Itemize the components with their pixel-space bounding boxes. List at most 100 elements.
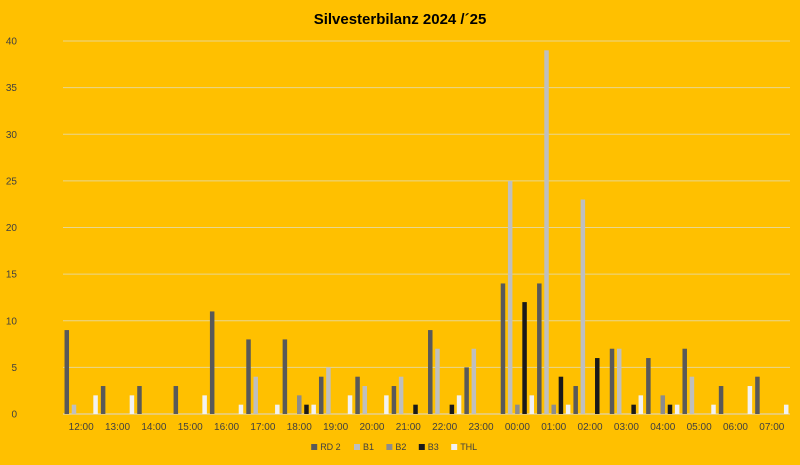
bar-b3 [304,404,309,414]
bar-thl [783,404,789,414]
x-tick-label: 05:00 [687,422,712,433]
bar-rd-2 [282,339,288,414]
legend-label: RD 2 [320,442,341,452]
y-axis-ticks: 0 5 10 15 20 25 30 35 40 [6,37,18,421]
chart-title: Silvesterbilanz 2024 /´25 [314,11,487,28]
x-tick-label: 03:00 [614,422,639,433]
bar-rd-2 [573,386,578,414]
bar-rd-2 [391,386,397,414]
bar-b1 [471,348,477,414]
gridlines [63,40,790,415]
bar-b3 [595,358,600,414]
bar-thl [711,404,716,414]
y-tick-label: 10 [6,316,18,327]
y-tick-label: 5 [11,363,17,374]
bar-b1 [71,404,77,414]
bar-b2 [515,404,520,414]
x-tick-label: 01:00 [541,422,566,433]
bar-b2 [297,395,302,414]
bar-b3 [413,404,418,414]
bar-rd-2 [246,339,251,414]
bar-rd-2 [682,348,687,414]
bar-b1 [580,199,586,414]
bar-rd-2 [209,311,215,414]
bar-b1 [362,386,368,414]
bar-thl [311,404,316,414]
x-tick-label: 06:00 [723,422,748,433]
x-tick-label: 17:00 [250,422,275,433]
x-tick-label: 23:00 [469,422,494,433]
bar-b3 [667,404,673,414]
y-tick-label: 0 [11,410,17,421]
bar-rd-2 [500,283,506,414]
bar-rd-2 [355,376,360,414]
bars [64,50,789,414]
bar-b1 [507,180,513,414]
bar-thl [565,404,571,414]
x-tick-label: 02:00 [578,422,603,433]
bar-rd-2 [428,330,433,414]
legend: RD 2 B1 B2 B3 THL [311,442,477,452]
bar-b1 [689,376,695,414]
bar-rd-2 [537,283,542,414]
bar-rd-2 [173,386,179,414]
y-tick-label: 40 [6,37,18,48]
bar-rd-2 [137,386,142,414]
x-tick-label: 21:00 [396,422,421,433]
legend-label: THL [460,442,477,452]
legend-swatch [418,444,425,450]
bar-b3 [631,404,636,414]
x-tick-label: 00:00 [505,422,530,433]
bar-b1 [544,50,549,414]
bar-rd-2 [318,376,324,414]
y-tick-label: 30 [6,130,18,141]
bar-thl [674,404,680,414]
y-tick-label: 25 [6,176,18,187]
legend-swatch [311,444,318,450]
bar-rd-2 [64,330,70,414]
x-tick-label: 07:00 [759,422,784,433]
legend-label: B3 [428,442,439,452]
legend-label: B2 [395,442,406,452]
bar-rd-2 [100,386,106,414]
bar-b3 [522,302,527,414]
x-tick-label: 16:00 [214,422,239,433]
bar-b1 [398,376,404,414]
bar-rd-2 [609,348,615,414]
bar-thl [275,404,280,414]
bar-b1 [616,348,622,414]
y-tick-label: 15 [6,270,18,281]
bar-b3 [449,404,455,414]
bar-b2 [551,404,556,414]
x-tick-label: 18:00 [287,422,312,433]
bar-b1 [326,367,331,414]
bar-b2 [660,395,666,414]
bar-thl [638,395,644,414]
x-axis-ticks: 12:00 13:00 14:00 15:00 16:00 17:00 18:00 19:00… [69,422,785,433]
x-tick-label: 12:00 [69,422,94,433]
x-tick-label: 13:00 [105,422,130,433]
bar-thl [129,395,135,414]
legend-swatch [386,444,393,450]
bar-thl [238,404,244,414]
bar-thl [202,395,207,414]
x-tick-label: 20:00 [359,422,384,433]
x-tick-label: 19:00 [323,422,348,433]
bar-thl [347,395,353,414]
bar-rd-2 [718,386,724,414]
bar-rd-2 [464,367,469,414]
bar-thl [93,395,98,414]
bar-thl [384,395,389,414]
x-tick-label: 15:00 [178,422,203,433]
x-tick-label: 22:00 [432,422,457,433]
bar-b1 [435,348,440,414]
x-tick-label: 14:00 [141,422,166,433]
y-tick-label: 20 [6,223,18,234]
bar-rd-2 [755,376,760,414]
legend-swatch [354,444,360,450]
y-tick-label: 35 [6,83,18,94]
bar-b3 [558,376,564,414]
legend-label: B1 [363,442,374,452]
